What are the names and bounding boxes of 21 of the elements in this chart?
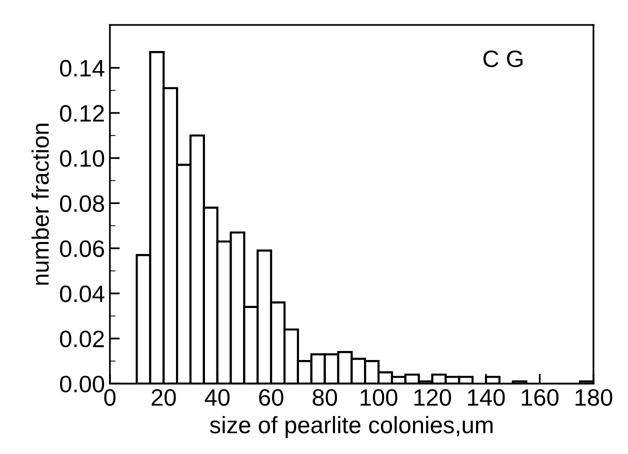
y-tick-label: 0.08 [60,195,104,212]
annotation: C G [483,50,522,68]
y-tick-label: 0.12 [60,105,104,122]
x-tick-label: 20 [152,389,176,406]
y-tick-label: 0.06 [60,240,104,258]
x-tick-label: 120 [414,389,452,406]
y-tick-label: 0.10 [60,150,104,167]
x-tick-label: 40 [204,389,230,406]
x-tick-label: 0 [104,389,116,406]
x-tick-label: 140 [468,389,505,406]
y-axis-title: number fraction [32,124,49,285]
y-tick-label: 0.02 [60,330,104,348]
y-tick-label: 0.00 [60,376,104,392]
y-tick-label: 0.04 [60,285,104,302]
x-tick-label: 160 [522,389,559,406]
y-tick-label: 0.14 [60,60,104,77]
x-tick-label: 100 [360,389,398,406]
x-tick-label: 60 [259,389,284,406]
x-tick-label: 80 [312,389,338,406]
x-tick-label: 180 [576,389,612,406]
x-axis-title: size of pearlite colonies,um [210,416,493,438]
